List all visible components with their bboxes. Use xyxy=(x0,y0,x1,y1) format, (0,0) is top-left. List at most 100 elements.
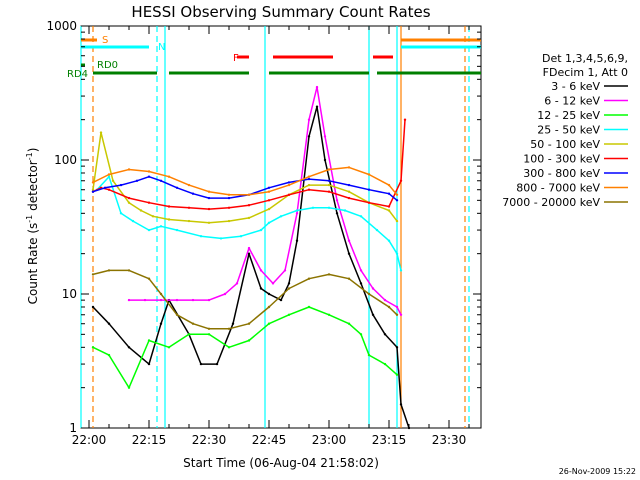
series-6-point-1 xyxy=(103,186,107,189)
series-3-point-18 xyxy=(375,228,379,232)
series-0-point-17 xyxy=(315,105,319,108)
series-2-point-11 xyxy=(307,305,311,309)
series-1-point-4 xyxy=(191,298,195,302)
axis-ticks xyxy=(81,25,481,429)
flag-label-rd0: RD0 xyxy=(97,60,118,71)
series-6-point-3 xyxy=(135,179,139,182)
legend-header-line2: FDecim 1, Att 0 xyxy=(543,66,628,79)
series-6-point-16 xyxy=(367,188,371,191)
series-5-point-6 xyxy=(187,206,191,209)
series-6-point-13 xyxy=(307,177,311,181)
legend-label-6: 300 - 800 keV xyxy=(523,167,600,180)
series-2-point-16 xyxy=(383,362,387,366)
chart-title: HESSI Observing Summary Count Rates xyxy=(131,3,430,21)
x-axis-label: Start Time (06-Aug-04 21:58:02) xyxy=(183,456,379,470)
series-3-point-2 xyxy=(119,212,123,215)
series-1-point-2 xyxy=(159,298,163,302)
series-8-point-14 xyxy=(347,277,351,280)
series-5-point-17 xyxy=(399,179,403,182)
series-7-point-14 xyxy=(367,173,371,176)
series-8-point-1 xyxy=(107,269,111,272)
series-8-point-6 xyxy=(191,322,195,325)
series-2-point-15 xyxy=(367,353,371,357)
series-1-point-20 xyxy=(383,298,387,302)
series-0-point-0 xyxy=(91,305,95,309)
y-axis-label-sup2: -1 xyxy=(25,152,34,160)
series-1-point-1 xyxy=(143,298,147,302)
series-0-point-18 xyxy=(323,158,327,162)
series-4-point-6 xyxy=(167,218,171,221)
series-5-point-9 xyxy=(247,204,251,207)
series-0-point-14 xyxy=(287,282,291,285)
series-3-point-20 xyxy=(395,252,399,255)
series-5-point-13 xyxy=(327,190,331,193)
flag-label-f: F xyxy=(233,53,239,64)
series-3-point-5 xyxy=(159,225,163,228)
series-1-point-19 xyxy=(371,287,375,290)
series-4-point-8 xyxy=(207,221,211,224)
series-0-point-7 xyxy=(199,362,203,366)
series-6-point-12 xyxy=(287,181,291,184)
series-2-point-13 xyxy=(347,322,351,325)
series-2-point-14 xyxy=(359,333,363,336)
series-0-point-25 xyxy=(399,403,403,406)
series-1-point-6 xyxy=(223,292,227,296)
series-5-point-18 xyxy=(403,118,407,121)
series-7-point-13 xyxy=(347,166,351,169)
series-8-point-17 xyxy=(395,313,399,316)
series-7-point-1 xyxy=(107,173,111,176)
series-2-point-2 xyxy=(127,386,131,389)
series-line-8 xyxy=(92,269,398,330)
y-axis-label-sup1: -1 xyxy=(25,215,34,223)
series-8-point-0 xyxy=(91,273,95,276)
series-3-point-11 xyxy=(267,221,271,224)
x-tick-label-3: 22:45 xyxy=(252,433,287,447)
series-line-2 xyxy=(92,306,398,389)
series-line-0 xyxy=(92,105,410,429)
series-5-point-14 xyxy=(347,196,351,200)
series-6-point-2 xyxy=(119,183,123,187)
series-4-point-5 xyxy=(151,215,155,218)
series-6-point-5 xyxy=(159,179,163,182)
series-8-point-5 xyxy=(175,313,179,316)
series-6-point-15 xyxy=(347,183,351,187)
series-7-point-3 xyxy=(147,170,151,173)
series-1-point-21 xyxy=(395,305,399,309)
series-7-point-5 xyxy=(187,183,191,187)
series-7-point-16 xyxy=(395,193,399,196)
footer-date: 26-Nov-2009 15:22 xyxy=(559,467,636,476)
series-1-point-3 xyxy=(175,298,179,302)
series-1-point-0 xyxy=(127,298,131,302)
series-8-point-8 xyxy=(227,327,231,330)
series-line-7 xyxy=(92,166,398,196)
series-0-point-9 xyxy=(231,322,235,325)
series-lines xyxy=(91,85,411,430)
series-1-point-13 xyxy=(307,118,311,121)
legend-label-7: 800 - 7000 keV xyxy=(516,182,600,195)
series-0-point-11 xyxy=(259,287,263,290)
series-3-point-6 xyxy=(175,228,179,232)
plot-frame xyxy=(80,25,482,429)
series-7-point-11 xyxy=(307,175,311,178)
series-0-point-13 xyxy=(279,298,283,302)
series-3-point-21 xyxy=(399,269,403,272)
series-5-point-2 xyxy=(107,188,111,191)
series-3-point-1 xyxy=(107,175,111,178)
series-4-point-3 xyxy=(127,201,131,204)
legend-label-1: 6 - 12 keV xyxy=(544,95,600,108)
series-2-point-10 xyxy=(287,313,291,316)
series-4-point-18 xyxy=(395,219,399,223)
series-0-point-3 xyxy=(147,362,151,366)
series-3-point-16 xyxy=(343,209,347,212)
plot-area: S N F RD0 RD4 xyxy=(67,25,482,430)
series-3-point-19 xyxy=(387,239,391,242)
legend-label-8: 7000 - 20000 keV xyxy=(502,196,600,209)
series-3-point-9 xyxy=(239,235,243,238)
series-3-point-15 xyxy=(327,206,331,209)
series-line-6 xyxy=(92,175,398,201)
flag-label-n: N xyxy=(158,42,165,53)
series-6-point-18 xyxy=(395,199,399,202)
series-1-point-22 xyxy=(399,313,403,316)
series-1-point-18 xyxy=(359,269,363,272)
series-0-point-10 xyxy=(247,252,251,255)
